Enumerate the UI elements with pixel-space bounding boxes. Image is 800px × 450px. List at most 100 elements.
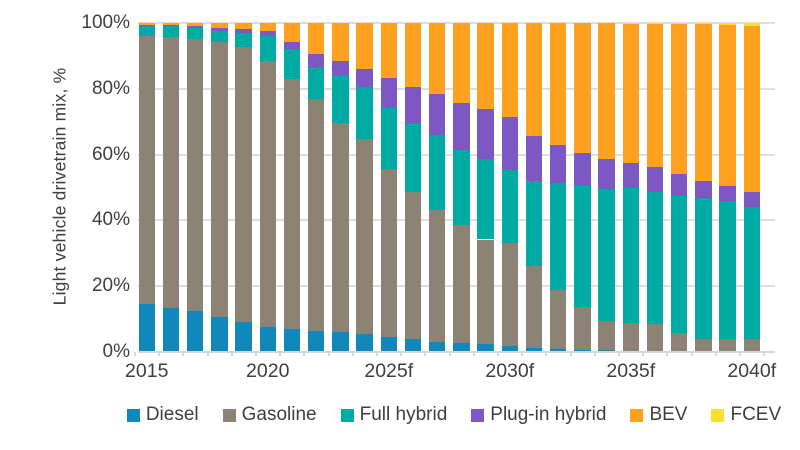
bar-segment-2015-diesel xyxy=(138,304,155,352)
bar-segment-2032-diesel xyxy=(549,348,567,352)
bar-segment-2040-fcev xyxy=(743,23,760,26)
bar-segment-2038-bev xyxy=(695,24,712,181)
bar-segment-2025-full-hybrid xyxy=(380,108,397,170)
legend-item-gasoline: Gasoline xyxy=(222,404,317,426)
bar-segment-2027-diesel xyxy=(428,342,446,352)
bar-segment-2040-full-hybrid xyxy=(743,207,760,339)
bar-segment-2027-gasoline xyxy=(428,210,446,343)
legend-item-bev: BEV xyxy=(630,404,687,426)
bar-segment-2016-plug-in-hybrid xyxy=(162,25,180,27)
bar-segment-2037-plug-in-hybrid xyxy=(670,174,688,197)
bar-segment-2026-gasoline xyxy=(404,191,422,339)
bar-segment-2024-gasoline xyxy=(356,139,373,334)
bar-2035 xyxy=(622,23,639,352)
x-axis-minor-tick xyxy=(739,352,741,356)
x-tick-label-2040f: 2040f xyxy=(727,360,777,382)
y-tick-label-20: 20% xyxy=(91,275,130,297)
bar-segment-2038-gasoline xyxy=(695,338,712,352)
bar-segment-2018-gasoline xyxy=(211,42,228,318)
bar-segment-2033-diesel xyxy=(574,349,591,352)
bar-segment-2020-diesel xyxy=(259,327,276,352)
legend-swatch-fcev xyxy=(711,408,725,422)
bar-segment-2028-diesel xyxy=(453,343,470,352)
plot-area xyxy=(138,22,775,353)
bar-2016 xyxy=(162,23,180,352)
bar-segment-2026-bev xyxy=(404,23,422,88)
bar-segment-2033-bev xyxy=(574,23,591,153)
x-axis-minor-tick xyxy=(497,352,499,356)
legend-swatch-plug-in-hybrid xyxy=(471,408,485,422)
bar-2034 xyxy=(598,23,615,352)
bar-segment-2030-gasoline xyxy=(501,243,518,347)
bar-segment-2039-plug-in-hybrid xyxy=(719,185,736,201)
bar-segment-2038-full-hybrid xyxy=(695,198,712,339)
x-axis-minor-tick xyxy=(230,352,233,356)
bar-segment-2028-bev xyxy=(453,23,470,103)
bar-segment-2031-bev xyxy=(525,23,543,136)
bar-segment-2039-full-hybrid xyxy=(719,200,736,339)
bar-segment-2018-plug-in-hybrid xyxy=(211,27,228,31)
bar-segment-2030-diesel xyxy=(501,346,518,352)
bar-segment-2037-full-hybrid xyxy=(670,196,688,334)
bar-2019 xyxy=(235,23,252,352)
legend-swatch-full-hybrid xyxy=(340,408,354,422)
bar-segment-2027-plug-in-hybrid xyxy=(428,93,446,135)
x-axis-minor-tick xyxy=(255,352,257,356)
bar-segment-2037-fcev xyxy=(670,23,688,24)
bar-segment-2032-plug-in-hybrid xyxy=(549,145,567,184)
bar-segment-2029-plug-in-hybrid xyxy=(477,109,494,160)
bar-segment-2025-plug-in-hybrid xyxy=(380,77,397,109)
x-axis-minor-tick xyxy=(521,352,524,356)
legend-item-fcev: FCEV xyxy=(711,404,781,426)
bar-segment-2040-gasoline xyxy=(743,338,760,352)
x-axis-minor-tick xyxy=(569,352,572,356)
bar-2038 xyxy=(695,23,712,352)
bar-segment-2038-plug-in-hybrid xyxy=(695,180,712,199)
x-axis-minor-tick xyxy=(182,352,185,356)
bar-segment-2025-diesel xyxy=(380,337,397,352)
bar-segment-2020-full-hybrid xyxy=(259,35,276,61)
x-tick-label-2035f: 2035f xyxy=(606,360,656,382)
bar-segment-2023-full-hybrid xyxy=(332,75,349,123)
legend-label-full-hybrid: Full hybrid xyxy=(359,404,448,425)
x-axis-minor-tick xyxy=(618,352,620,356)
x-axis-minor-tick xyxy=(666,352,669,356)
bar-2031 xyxy=(525,23,543,352)
bar-2030 xyxy=(501,23,518,352)
bar-segment-2025-bev xyxy=(380,23,397,78)
bar-2032 xyxy=(549,23,567,352)
x-axis-minor-tick xyxy=(690,352,693,356)
bar-segment-2037-bev xyxy=(670,24,688,175)
legend-swatch-bev xyxy=(630,408,644,422)
bar-segment-2020-bev xyxy=(259,23,276,32)
bar-segment-2023-plug-in-hybrid xyxy=(332,60,349,76)
x-axis-minor-tick xyxy=(593,352,596,356)
bar-segment-2022-diesel xyxy=(307,330,325,352)
bar-segment-2021-gasoline xyxy=(283,79,301,329)
legend-item-plug-in-hybrid: Plug-in hybrid xyxy=(471,404,606,426)
legend-swatch-diesel xyxy=(126,408,140,422)
bar-segment-2021-diesel xyxy=(283,328,301,352)
x-axis-minor-tick xyxy=(327,352,330,356)
bar-2020 xyxy=(259,23,276,352)
bar-segment-2016-bev xyxy=(162,23,180,26)
x-axis-minor-tick xyxy=(279,352,282,356)
x-tick-label-2025f: 2025f xyxy=(364,360,414,382)
legend-swatch-gasoline xyxy=(222,408,236,422)
bar-segment-2033-plug-in-hybrid xyxy=(574,152,591,186)
legend-label-plug-in-hybrid: Plug-in hybrid xyxy=(490,404,607,425)
bar-segment-2021-full-hybrid xyxy=(283,49,301,80)
y-axis-title: Light vehicle drivetrain mix, % xyxy=(49,67,70,306)
x-axis-line xyxy=(138,351,775,353)
bar-segment-2037-gasoline xyxy=(670,333,688,352)
bar-segment-2028-gasoline xyxy=(453,225,470,344)
bar-segment-2019-diesel xyxy=(235,322,252,352)
bar-segment-2022-full-hybrid xyxy=(307,67,325,99)
legend-label-bev: BEV xyxy=(649,404,688,425)
bar-2027 xyxy=(428,23,446,352)
y-tick-label-0: 0% xyxy=(102,341,130,362)
y-tick-label-100: 100% xyxy=(81,12,130,33)
bar-segment-2026-plug-in-hybrid xyxy=(404,87,422,124)
x-axis-minor-tick xyxy=(642,352,645,356)
legend-label-gasoline: Gasoline xyxy=(241,404,317,425)
